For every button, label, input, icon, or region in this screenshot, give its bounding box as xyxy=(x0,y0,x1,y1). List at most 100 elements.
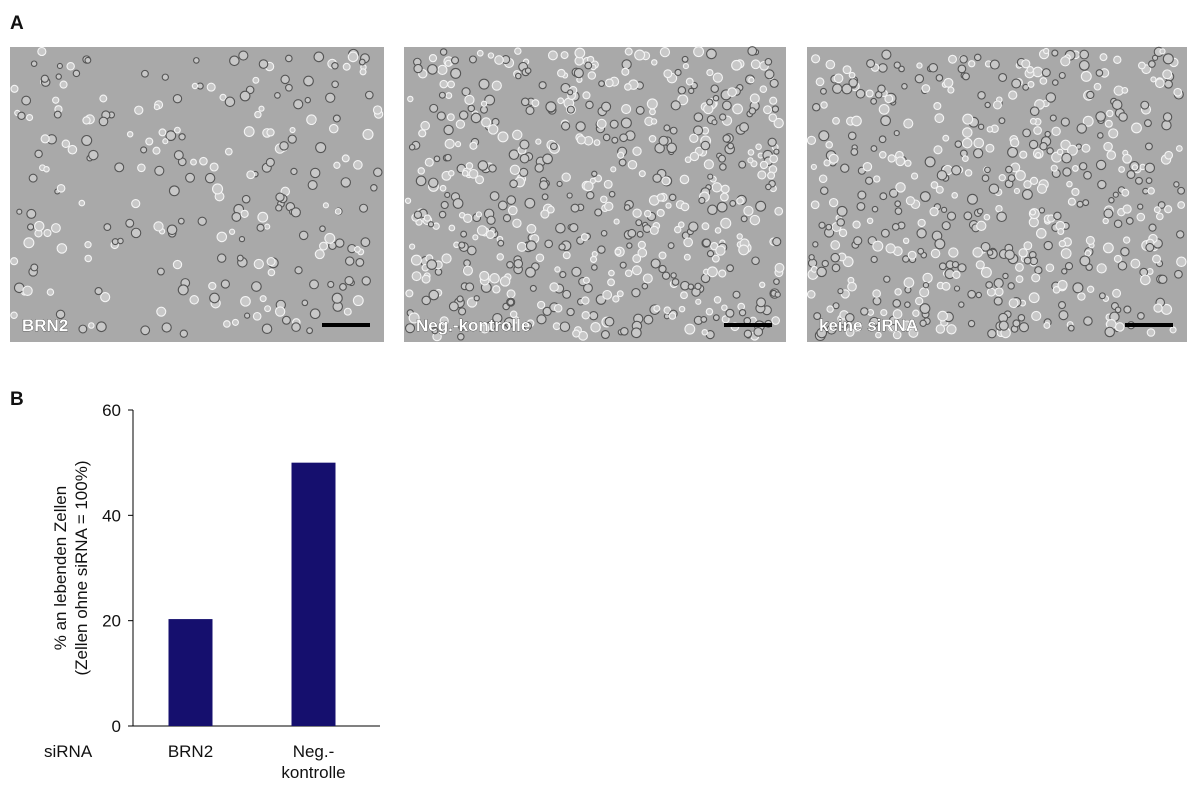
cell xyxy=(325,233,335,243)
cell xyxy=(829,154,838,163)
cell xyxy=(1037,229,1047,239)
cell xyxy=(686,78,693,85)
cell xyxy=(668,243,674,249)
cell xyxy=(320,242,328,250)
cell xyxy=(83,117,90,124)
cell xyxy=(603,134,609,140)
cell xyxy=(1028,81,1034,87)
cell xyxy=(258,212,268,222)
cell xyxy=(1078,293,1085,300)
cell xyxy=(492,81,501,90)
cell xyxy=(27,115,33,121)
cell xyxy=(1162,121,1171,130)
cell xyxy=(1141,101,1149,109)
cell xyxy=(1008,175,1015,182)
cell xyxy=(406,324,415,333)
cell xyxy=(1096,70,1103,77)
cell xyxy=(871,146,877,152)
cell xyxy=(416,176,426,186)
cell xyxy=(882,50,891,59)
cell xyxy=(622,60,631,69)
cell xyxy=(977,209,982,214)
cell xyxy=(886,244,895,253)
cell xyxy=(920,192,930,202)
cell xyxy=(741,216,747,222)
cell xyxy=(1030,210,1035,215)
cell xyxy=(135,106,143,114)
cell xyxy=(1114,220,1121,227)
cell xyxy=(681,292,688,299)
cell xyxy=(651,119,656,124)
cell xyxy=(1037,184,1046,193)
cell xyxy=(667,143,676,152)
cell xyxy=(943,135,949,141)
cell xyxy=(749,77,754,82)
cell xyxy=(628,161,636,169)
cell xyxy=(1016,171,1026,181)
cell xyxy=(833,303,839,309)
cell xyxy=(920,320,926,326)
cell xyxy=(1016,276,1023,283)
cell xyxy=(1023,129,1031,137)
cell xyxy=(893,300,901,308)
cell xyxy=(707,49,717,59)
cell xyxy=(730,201,736,207)
cell xyxy=(772,106,778,112)
cell xyxy=(335,209,341,215)
cell xyxy=(507,262,513,268)
cell xyxy=(520,168,528,176)
cell xyxy=(1012,79,1021,88)
cell xyxy=(1178,202,1185,209)
cell xyxy=(879,64,888,73)
cell xyxy=(1119,113,1127,121)
cell xyxy=(768,138,776,146)
cell xyxy=(1109,129,1118,138)
cell xyxy=(707,99,713,105)
cell xyxy=(953,271,960,278)
cell xyxy=(459,242,465,248)
cell xyxy=(198,217,206,225)
cell xyxy=(11,312,17,318)
cell xyxy=(662,177,670,185)
cell xyxy=(354,161,363,170)
cell xyxy=(166,131,176,141)
cell xyxy=(873,290,881,298)
cell xyxy=(987,127,992,132)
cell xyxy=(1008,283,1014,289)
cell xyxy=(1009,91,1017,99)
cell xyxy=(987,288,995,296)
cell xyxy=(621,118,631,128)
cell xyxy=(1082,144,1090,152)
cell xyxy=(276,193,284,201)
cell xyxy=(218,254,226,262)
cell xyxy=(307,115,317,125)
cell xyxy=(1112,100,1121,109)
cell xyxy=(366,91,374,99)
cell xyxy=(1073,166,1079,172)
x-tick-label-line: kontrolle xyxy=(281,763,345,782)
cell xyxy=(100,95,107,102)
cell xyxy=(1122,87,1128,93)
cell xyxy=(275,307,284,316)
cell xyxy=(1030,118,1036,124)
cell xyxy=(809,255,814,260)
cell xyxy=(999,118,1005,124)
cell xyxy=(612,137,618,143)
cell xyxy=(1122,189,1129,196)
cell xyxy=(239,51,248,60)
cell xyxy=(990,60,999,69)
cell xyxy=(813,104,820,111)
y-tick-label: 60 xyxy=(102,401,121,420)
cell xyxy=(555,267,560,272)
cell xyxy=(440,185,446,191)
cell xyxy=(765,59,772,66)
cell xyxy=(542,194,548,200)
cell xyxy=(516,73,521,78)
cell xyxy=(627,243,632,248)
cell xyxy=(1104,142,1112,150)
cell xyxy=(1063,168,1071,176)
cell xyxy=(618,152,624,158)
cell xyxy=(590,312,598,320)
cell xyxy=(964,212,972,220)
cell xyxy=(881,229,889,237)
